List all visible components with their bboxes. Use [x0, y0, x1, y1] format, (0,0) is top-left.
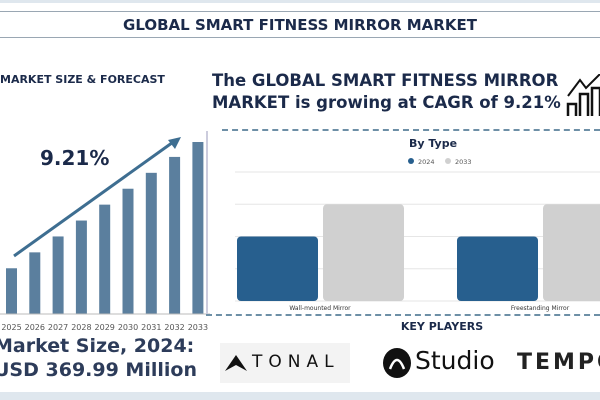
- page-title: GLOBAL SMART FITNESS MIRROR MARKET: [0, 11, 600, 38]
- forecast-bar: [122, 188, 134, 314]
- bar-2024: [457, 236, 538, 301]
- top-band: [0, 0, 600, 3]
- tick-label: 2027: [48, 323, 68, 332]
- tick-label: 2033: [188, 323, 208, 332]
- legend-marker: [445, 158, 451, 164]
- headline-line1: The GLOBAL SMART FITNESS MIRROR: [212, 71, 559, 90]
- section-title: MARKET SIZE & FORECAST: [0, 73, 165, 86]
- forecast-bar: [145, 172, 157, 314]
- by-type-chart: By Type 2024 2033 Wall-mounted Mirror Freest…: [206, 131, 600, 314]
- trend-arrow: [13, 138, 177, 258]
- legend-label: 2024: [418, 158, 435, 166]
- forecast-bar: [169, 156, 181, 314]
- chart-title: By Type: [409, 137, 457, 150]
- forecast-bar: [192, 142, 204, 314]
- market-size: Market Size, 2024: USD 369.99 Million: [0, 334, 197, 382]
- forecast-bar: [52, 236, 64, 314]
- forecast-chart: 2025 2026 2027 2028 2029 2030 2031 2032 2033: [0, 137, 210, 332]
- bar-2033: [543, 204, 600, 301]
- legend-label: 2033: [455, 158, 472, 166]
- tonal-logo: TONAL: [220, 343, 350, 383]
- tick-label: 2025: [1, 323, 21, 332]
- bar-2024: [237, 236, 318, 301]
- divider: [206, 314, 600, 316]
- arrow-head-icon: [168, 137, 181, 149]
- cagr-label: 9.21%: [40, 146, 110, 170]
- lululemon-mark-icon: [383, 348, 411, 378]
- category-label: Freestanding Mirror: [511, 305, 570, 312]
- tempo-logo: TEMPO: [517, 350, 600, 375]
- tick-label: 2032: [164, 323, 184, 332]
- lululemon-studio-logo: Studio: [382, 345, 495, 381]
- headline-line2: MARKET is growing at CAGR of 9.21%: [212, 93, 561, 112]
- divider: [222, 129, 600, 131]
- bottom-band: [0, 392, 600, 400]
- forecast-bar: [75, 220, 87, 314]
- market-size-line2: USD 369.99 Million: [0, 359, 197, 381]
- bar-2033: [323, 204, 404, 301]
- key-players-title: KEY PLAYERS: [400, 320, 484, 333]
- forecast-bar: [29, 252, 41, 314]
- tick-label: 2030: [118, 323, 138, 332]
- category-label: Wall-mounted Mirror: [289, 305, 351, 312]
- headline: The GLOBAL SMART FITNESS MIRROR MARKET i…: [212, 70, 562, 114]
- tick-label: 2026: [25, 323, 45, 332]
- forecast-bar: [6, 268, 17, 314]
- legend-marker: [408, 158, 414, 164]
- tick-label: 2029: [95, 323, 115, 332]
- tick-label: 2028: [71, 323, 91, 332]
- tick-label: 2031: [141, 323, 161, 332]
- market-size-line1: Market Size, 2024:: [0, 335, 195, 357]
- forecast-bar: [99, 204, 111, 314]
- growth-chart-icon: [566, 74, 600, 116]
- tonal-mark-icon: [225, 355, 247, 371]
